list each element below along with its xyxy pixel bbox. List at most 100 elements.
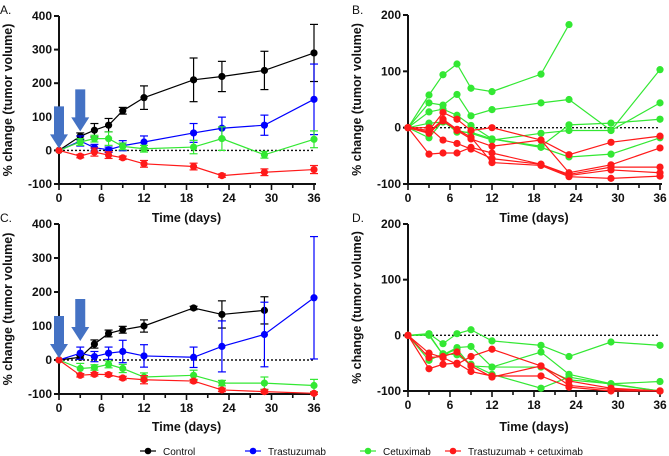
- y-tick-label: 200: [32, 285, 52, 299]
- data-point: [119, 326, 127, 334]
- data-point: [189, 162, 198, 171]
- series-line: [58, 52, 315, 151]
- data-point: [425, 150, 433, 158]
- y-axis-title: % change (tumor volume): [1, 24, 15, 177]
- data-point: [425, 91, 433, 99]
- y-tick-label: 400: [32, 9, 52, 23]
- series-trastuzumab-cetuximab: [55, 146, 318, 180]
- y-tick-label: 0: [45, 353, 52, 367]
- series-trastuzumab-cetuximab: [404, 124, 664, 179]
- legend-label: Trastuzumab + cetuximab: [468, 447, 583, 456]
- y-axis-title: % change (tumor volume): [350, 23, 364, 176]
- y-tick-label: 300: [32, 251, 52, 265]
- data-point: [119, 374, 127, 382]
- data-point: [656, 377, 664, 386]
- series-trastuzumab-cetuximab: [55, 356, 318, 397]
- data-point: [218, 172, 226, 180]
- panel-a: A. -100 0 100 200 300 400 0 6 12 18 24 30 36 Time (day…: [0, 3, 321, 225]
- data-point: [656, 66, 664, 74]
- series-line: [407, 120, 661, 158]
- data-point: [467, 342, 475, 351]
- data-point: [218, 379, 226, 387]
- series-trastuzumab: [55, 235, 318, 373]
- data-point: [119, 364, 127, 373]
- data-point: [565, 151, 573, 159]
- legend-item: Trastuzumab + cetuximab: [445, 447, 583, 456]
- data-point: [537, 362, 545, 370]
- y-axis-title: % change (tumor volume): [1, 233, 15, 386]
- data-point: [565, 352, 573, 361]
- data-point: [218, 310, 226, 319]
- data-point: [260, 151, 269, 159]
- data-point: [218, 386, 226, 394]
- series-line: [407, 102, 661, 141]
- data-point: [189, 76, 198, 84]
- x-tick-label: 6: [447, 398, 454, 412]
- data-point: [425, 108, 433, 116]
- series-trastuzumab-cetuximab: [404, 331, 664, 395]
- panel-label: C.: [0, 211, 12, 225]
- data-point: [218, 135, 226, 143]
- series-line: [407, 120, 661, 174]
- series-line: [407, 334, 661, 392]
- data-point: [439, 136, 447, 144]
- data-point: [119, 107, 127, 115]
- y-tick-label: -100: [28, 177, 52, 191]
- data-point: [467, 367, 475, 376]
- data-point: [607, 174, 615, 182]
- series-trastuzumab-cetuximab: [404, 115, 664, 182]
- data-point: [119, 142, 127, 150]
- treatment-arrow-icon: [71, 89, 90, 132]
- data-point: [565, 95, 573, 104]
- data-point: [537, 129, 545, 137]
- x-tick-label: 24: [222, 401, 236, 415]
- legend-label: Trastuzumab: [268, 447, 326, 456]
- x-tick-label: 36: [307, 401, 321, 415]
- series-line: [58, 307, 265, 361]
- series-line: [407, 333, 661, 392]
- data-point: [425, 330, 433, 338]
- legend-item: Control: [140, 447, 195, 456]
- data-point: [656, 172, 664, 180]
- panel-label: B.: [352, 3, 363, 17]
- x-tick-label: 36: [307, 191, 321, 205]
- data-point: [310, 49, 318, 57]
- x-tick-label: 18: [527, 398, 541, 412]
- legend-label: Control: [163, 447, 195, 456]
- data-point: [310, 165, 318, 174]
- data-point: [656, 99, 664, 107]
- data-point: [425, 354, 433, 362]
- series-line: [408, 127, 661, 177]
- data-point: [537, 161, 545, 170]
- data-point: [607, 138, 615, 146]
- data-point: [467, 133, 475, 141]
- data-point: [467, 326, 475, 334]
- data-point: [565, 20, 573, 29]
- data-point: [260, 121, 269, 129]
- y-tick-label: 200: [381, 217, 401, 231]
- legend-marker: [449, 447, 457, 455]
- x-tick-label: 36: [653, 191, 667, 205]
- x-tick-label: 18: [527, 191, 541, 205]
- series-line: [407, 108, 661, 147]
- series-cetuximab: [55, 126, 318, 159]
- data-point: [310, 95, 318, 103]
- y-tick-label: 400: [32, 217, 52, 231]
- data-point: [537, 384, 545, 392]
- data-point: [607, 385, 615, 393]
- data-point: [656, 132, 664, 140]
- data-point: [488, 135, 496, 143]
- data-point: [310, 381, 318, 390]
- data-point: [140, 352, 148, 360]
- treatment-arrow-icon: [50, 316, 68, 358]
- data-point: [656, 163, 664, 171]
- treatment-arrow-icon: [50, 106, 68, 149]
- data-point: [453, 139, 461, 148]
- y-tick-label: 0: [394, 328, 401, 342]
- y-tick-label: 0: [45, 143, 52, 157]
- data-point: [140, 376, 148, 384]
- data-point: [310, 389, 318, 397]
- x-tick-label: 24: [569, 398, 583, 412]
- data-point: [467, 121, 475, 130]
